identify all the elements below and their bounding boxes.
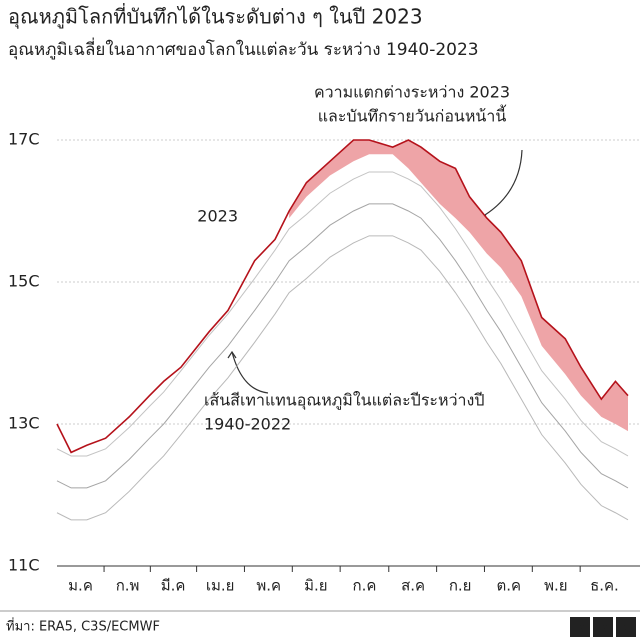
x-tick-label: ก.พ [116, 577, 140, 595]
grey-year-line [56, 235, 629, 521]
record-gap-area [289, 140, 628, 432]
y-tick-label: 13C [8, 414, 40, 433]
arrow [231, 351, 269, 394]
y-tick-label: 17C [8, 130, 40, 149]
x-tick-label: มี.ค [161, 577, 186, 595]
plot [56, 139, 629, 521]
x-tick-label: ธ.ค. [590, 577, 619, 595]
x-tick-label: ก.ค [353, 577, 377, 595]
chart-title: อุณหภูมิโลกที่บันทึกได้ในระดับต่าง ๆ ในป… [8, 3, 423, 30]
y-tick-label: 11C [8, 556, 40, 575]
logo-letter: C [621, 620, 631, 636]
chart-subtitle: อุณหภูมิเฉลี่ยในอากาศของโลกในแต่ละวัน ระ… [8, 37, 479, 60]
x-tick-label: พ.ย [544, 577, 567, 595]
x-tick-label: ต.ค [497, 577, 522, 595]
x-tick-label: ก.ย [449, 577, 472, 595]
arrow [479, 149, 523, 219]
line-2023 [56, 139, 629, 454]
logo-box [593, 617, 613, 637]
logo-box [616, 617, 636, 637]
logo-letter: B [575, 620, 586, 636]
logo-box [570, 617, 590, 637]
arrowhead [227, 350, 237, 359]
y-tick-label: 15C [8, 272, 40, 291]
logo-letter: B [598, 620, 609, 636]
x-tick-label: ม.ค [68, 577, 93, 595]
annotation: ความแตกต่างระหว่าง 2023 [314, 83, 510, 102]
annotation: 1940-2022 [204, 415, 291, 434]
series-label: 2023 [197, 207, 238, 226]
annotation: และบันทึกรายวันก่อนหน้านี้ [318, 105, 507, 126]
grey-year-line [56, 171, 629, 457]
x-tick-label: เม.ย [206, 577, 235, 595]
x-tick-label: พ.ค [256, 577, 281, 595]
annotation: เส้นสีเทาแทนอุณหภูมิในแต่ละปีระหว่างปี [204, 391, 485, 411]
x-tick-label: ส.ค [401, 577, 425, 595]
x-tick-label: มิ.ย [304, 577, 327, 595]
grey-year-line [56, 203, 629, 489]
source: ที่มา: ERA5, C3S/ECMWF [6, 618, 160, 635]
